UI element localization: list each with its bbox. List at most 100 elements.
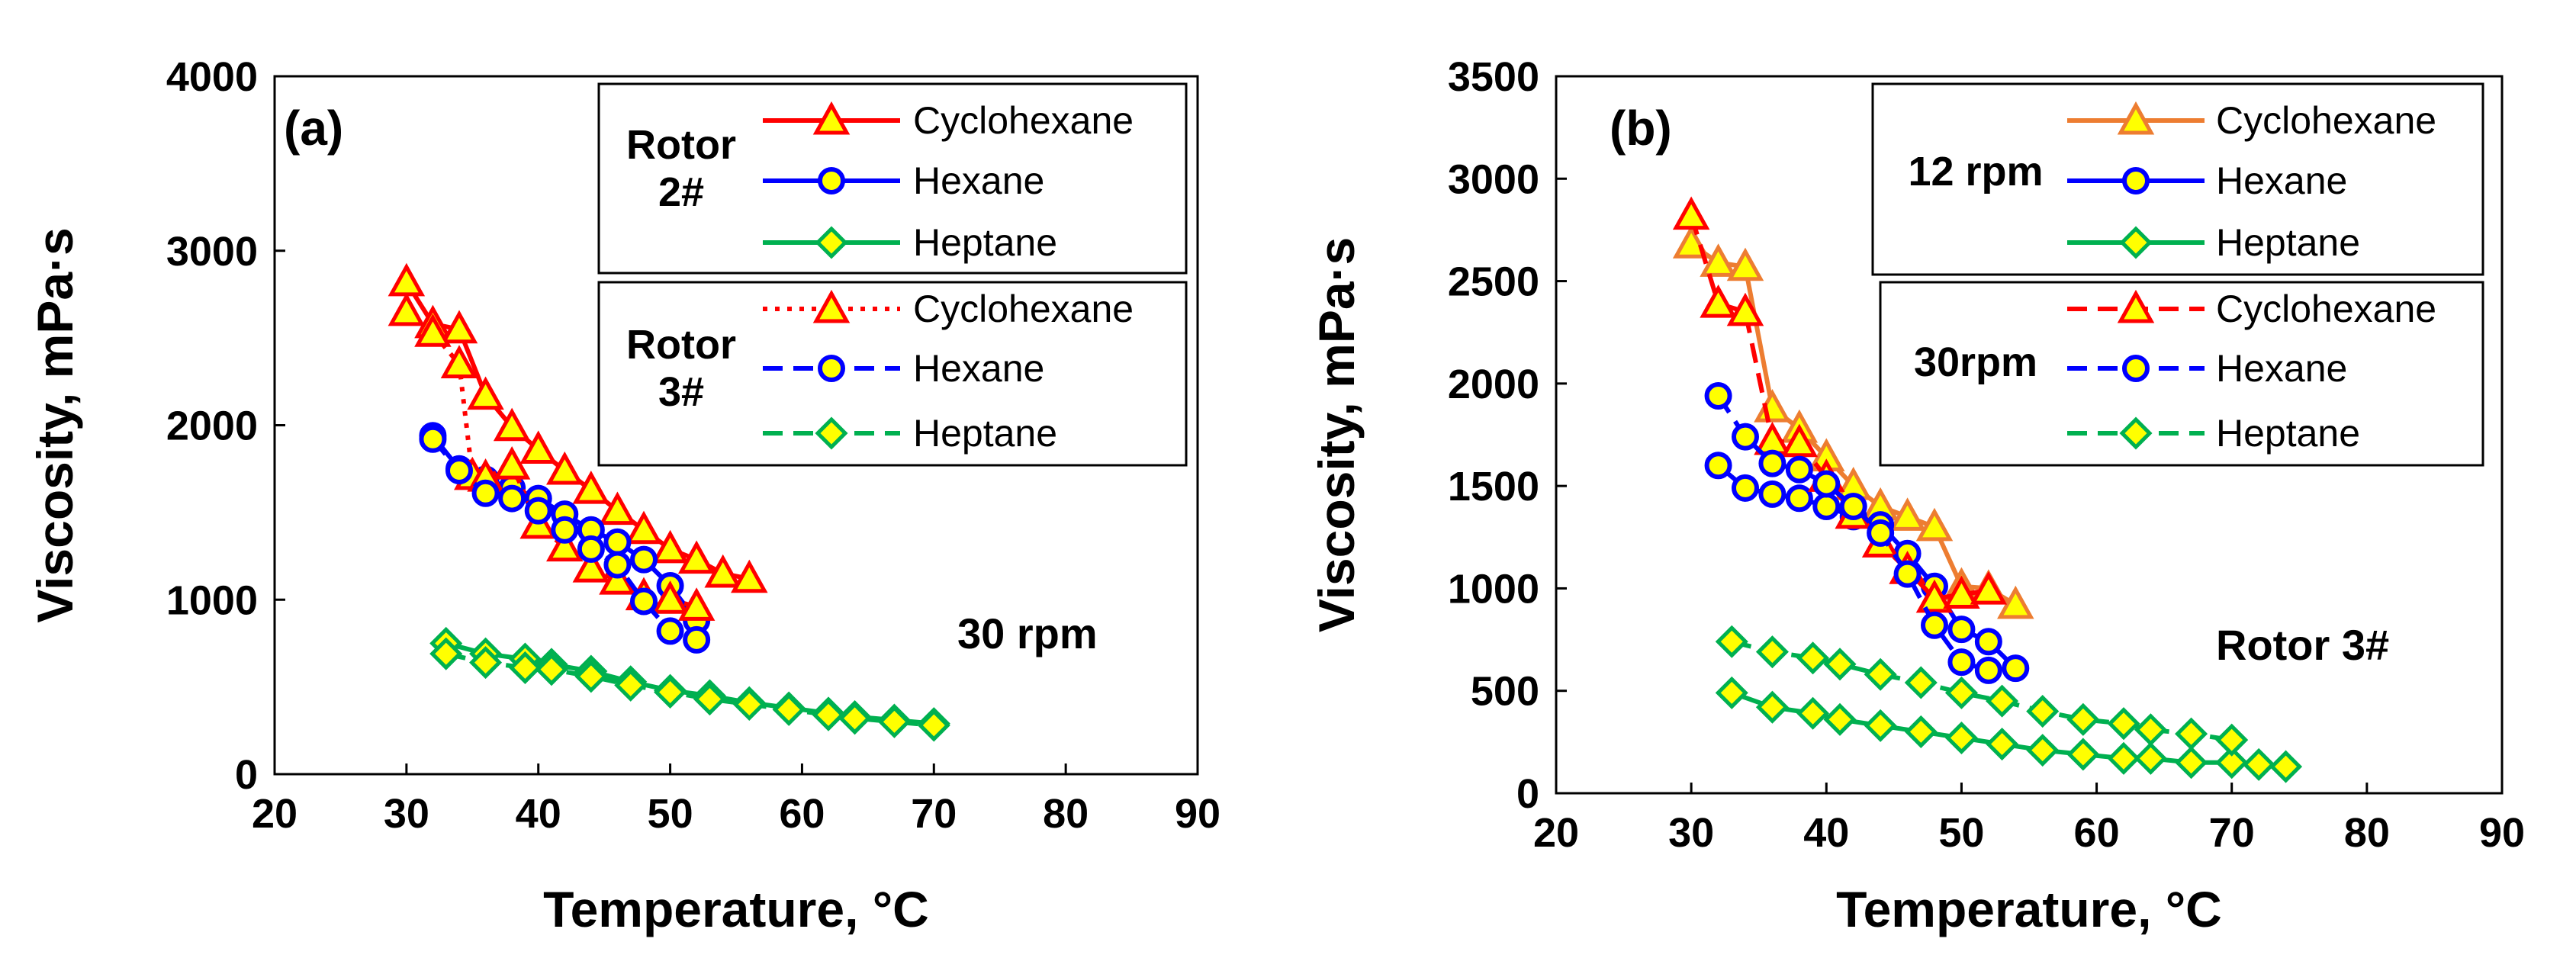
data-point-diamond [654,675,687,709]
data-point-triangle [1970,571,2008,605]
data-point-diamond [2215,746,2249,780]
data-point-diamond [1796,641,1830,675]
data-point-triangle [440,310,478,344]
data-point-circle [1947,616,1976,644]
data-point-circle [1921,611,1948,639]
data-point-triangle [1700,243,1737,277]
legend-label: Cyclohexane [2216,99,2436,142]
data-point-diamond [1944,721,1978,755]
data-point-circle [630,545,658,574]
data-point-diamond [1944,676,1978,709]
series-hexane-dashed [1704,381,2002,684]
data-point-circle [1839,493,1867,520]
legend-marker-diamond [815,226,848,259]
y-tick-label: 3000 [1448,156,1539,202]
data-point-triangle [651,580,689,614]
data-point-diamond [917,709,950,742]
data-point-triangle [1915,507,1954,542]
data-point-triangle [388,262,426,297]
y-tick-label: 0 [1516,771,1539,817]
data-point-diamond [877,705,911,738]
x-tick-label: 90 [1175,791,1220,837]
data-point-circle [524,497,552,525]
data-point-triangle [414,313,452,347]
series-line [1731,690,2286,770]
data-point-circle [445,456,473,484]
data-point-circle [1867,519,1895,547]
legend-marker-triangle [2117,289,2155,323]
data-point-diamond [1755,690,1789,724]
legend-group-title: Rotor 2# [626,122,736,215]
series-heptane-dashed [1715,625,2249,757]
data-point-circle [1758,480,1786,508]
data-point-diamond [2175,746,2208,780]
data-point-triangle [704,554,741,588]
data-point-triangle [1754,388,1791,423]
data-point-diamond [1755,635,1789,669]
x-tick-label: 20 [252,791,297,837]
series-cyclohexane-solid [388,262,768,593]
data-point-diamond [732,687,766,722]
data-point-diamond [2215,723,2249,757]
y-axis-title: Viscosity, mPa·s [1308,237,1365,633]
x-tick-label: 40 [1803,810,1849,856]
data-point-diamond [2066,702,2100,736]
legend-label: Heptane [2216,221,2360,264]
x-tick-label: 60 [779,791,825,837]
data-point-diamond [1715,676,1748,709]
data-point-triangle [440,345,478,378]
legend-label: Cyclohexane [913,99,1134,142]
data-point-triangle [677,587,716,621]
data-point-diamond [2066,738,2100,771]
data-point-triangle [493,445,531,480]
legend-group-title: 30rpm [1914,339,2037,385]
legend-marker-circle [2122,167,2150,194]
legend-marker-triangle [812,289,851,323]
data-point-circle [1732,474,1759,502]
data-point-diamond [535,653,568,686]
legend-marker-triangle [812,101,851,135]
data-point-triangle [651,529,689,564]
x-tick-label: 70 [2209,810,2255,856]
data-point-circle [603,528,632,556]
data-point-diamond [2134,741,2167,775]
data-point-diamond [1823,648,1857,681]
data-point-diamond [2269,750,2303,783]
chart-panel-a: 0 1000 2000 3000 4000 20 30 40 50 60 70 80 90 Tempera… [27,54,1220,937]
data-point-triangle [388,292,426,326]
plot-area [1555,75,2504,795]
data-point-triangle [1943,575,1980,609]
y-tick-label: 1000 [166,577,258,623]
y-tick-label: 1000 [1448,566,1539,612]
legend-marker-circle [2122,355,2150,382]
legend-label: Hexane [2216,159,2347,202]
data-point-diamond [574,660,608,693]
data-point-triangle [519,430,557,464]
y-tick-label: 1500 [1448,464,1539,510]
legend-1: Rotor 2# Cyclohexane Hexane Heptane [597,82,1188,275]
data-point-triangle [1780,423,1819,458]
x-axis-title: Temperature, °C [1836,881,2222,937]
chart-annotation: Rotor 3# [2216,621,2389,669]
data-point-diamond [1904,666,1938,699]
y-tick-label: 0 [235,752,258,798]
data-point-circle [498,484,526,513]
data-point-diamond [508,651,542,684]
x-tick-label: 60 [2074,810,2120,856]
legend-label: Heptane [913,412,1057,455]
legend-label: Cyclohexane [913,288,1134,330]
series-cyclohexane-dotted [388,292,716,621]
chart-panel-b: 0 500 1000 1500 2000 2500 3000 3500 20 30 40 50 60 70… [1308,54,2525,937]
legend-label: Heptane [913,221,1057,264]
legend-label: Hexane [913,159,1044,202]
data-point-triangle [1997,585,2034,619]
data-point-diamond [2134,713,2167,747]
data-point-circle [1812,470,1841,498]
data-point-triangle [572,470,610,504]
data-point-circle [1812,493,1841,520]
data-point-diamond [812,698,845,731]
data-point-triangle [493,407,531,442]
data-point-circle [683,625,711,654]
data-point-triangle [1700,284,1737,318]
legend-marker-diamond [815,416,848,450]
